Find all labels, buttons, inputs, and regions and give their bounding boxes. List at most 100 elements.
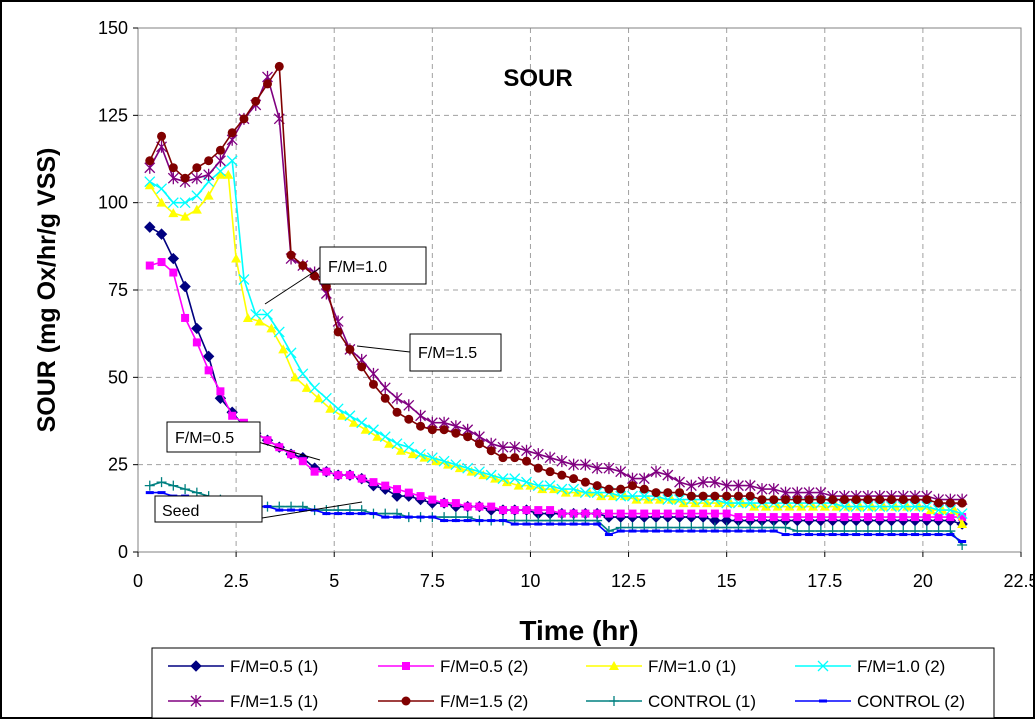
data-point (886, 495, 896, 505)
data-point (816, 495, 826, 505)
data-point (287, 508, 296, 512)
data-point (145, 491, 154, 495)
data-point (675, 509, 684, 518)
data-point (348, 417, 359, 427)
data-point (416, 421, 426, 431)
data-point (934, 498, 944, 508)
data-point (732, 479, 744, 492)
data-point (643, 494, 654, 504)
legend-item: CONTROL (1) (586, 692, 756, 711)
data-point (733, 491, 743, 501)
annotation-fm05-leader (257, 441, 321, 461)
data-point (769, 529, 778, 533)
data-point (395, 445, 406, 455)
data-point (297, 368, 309, 380)
data-point (607, 491, 618, 501)
data-point (650, 465, 662, 478)
data-point (631, 494, 642, 504)
data-point (334, 512, 343, 516)
data-point (289, 372, 300, 382)
data-point (145, 261, 154, 270)
x-tick-label: 2.5 (224, 571, 249, 591)
data-point (721, 479, 733, 492)
data-point (875, 533, 884, 537)
data-point (537, 484, 548, 494)
data-point (756, 483, 768, 496)
data-point (428, 515, 437, 519)
data-point (157, 131, 167, 141)
data-point (521, 444, 532, 457)
data-point (337, 410, 348, 420)
data-point (497, 473, 509, 485)
data-point (263, 505, 272, 509)
annotation-fm05-box (166, 421, 261, 453)
data-point (179, 197, 191, 209)
data-point (428, 495, 437, 504)
x-tick-label: 22.5 (1003, 571, 1035, 591)
data-point (191, 190, 203, 202)
data-point (697, 476, 709, 489)
data-point (274, 61, 284, 71)
data-point (698, 491, 708, 501)
data-point (910, 495, 920, 505)
data-point (546, 506, 555, 515)
data-point (214, 165, 226, 177)
data-point (663, 509, 672, 518)
data-point (663, 488, 673, 498)
data-point (179, 280, 191, 293)
data-point (604, 533, 613, 537)
data-point (921, 501, 933, 513)
legend-marker (402, 662, 410, 670)
data-point (145, 156, 155, 166)
legend-item: F/M=0.5 (1) (168, 657, 318, 676)
data-point (946, 533, 955, 537)
data-point (690, 498, 701, 508)
data-point (863, 533, 872, 537)
data-point (780, 522, 791, 533)
data-point (156, 183, 168, 195)
legend-marker (609, 661, 619, 670)
data-point (251, 96, 261, 106)
data-point (168, 163, 178, 173)
data-point (463, 432, 473, 442)
data-point (546, 522, 555, 526)
data-point (734, 513, 743, 522)
data-point (156, 197, 167, 207)
data-point (487, 502, 496, 511)
x-tick-label: 7.5 (420, 571, 445, 591)
data-point (333, 327, 343, 337)
data-point (956, 508, 968, 520)
annotation-fm05-label: F/M=0.5 (175, 430, 234, 447)
data-point (654, 494, 665, 504)
legend-item: F/M=1.5 (2) (378, 692, 528, 711)
data-point (473, 466, 485, 478)
data-point (509, 473, 521, 485)
data-point (757, 513, 766, 522)
data-point (522, 522, 531, 526)
data-point (391, 438, 403, 450)
data-point (454, 463, 465, 473)
data-point (310, 271, 320, 281)
data-point (180, 173, 190, 183)
data-point (475, 519, 484, 523)
data-point (568, 483, 580, 495)
data-point (816, 513, 825, 522)
data-point (757, 495, 767, 505)
data-point (662, 494, 674, 506)
data-point (615, 490, 627, 502)
data-point (909, 501, 921, 513)
legend-label: CONTROL (2) (857, 692, 965, 711)
data-point (863, 495, 873, 505)
legend-marker (190, 660, 202, 672)
data-point (226, 155, 238, 167)
data-point (521, 476, 532, 488)
data-point (191, 172, 203, 185)
data-point (887, 513, 896, 522)
annotation-fm05: F/M=0.5 (166, 421, 321, 461)
legend: F/M=0.5 (1) F/M=0.5 (2) F/M=1.0 (1) F/M=1.0… (151, 647, 995, 719)
x-tick-label: 10 (520, 571, 540, 591)
data-point (298, 457, 307, 466)
x-tick-label: 15 (717, 571, 737, 591)
